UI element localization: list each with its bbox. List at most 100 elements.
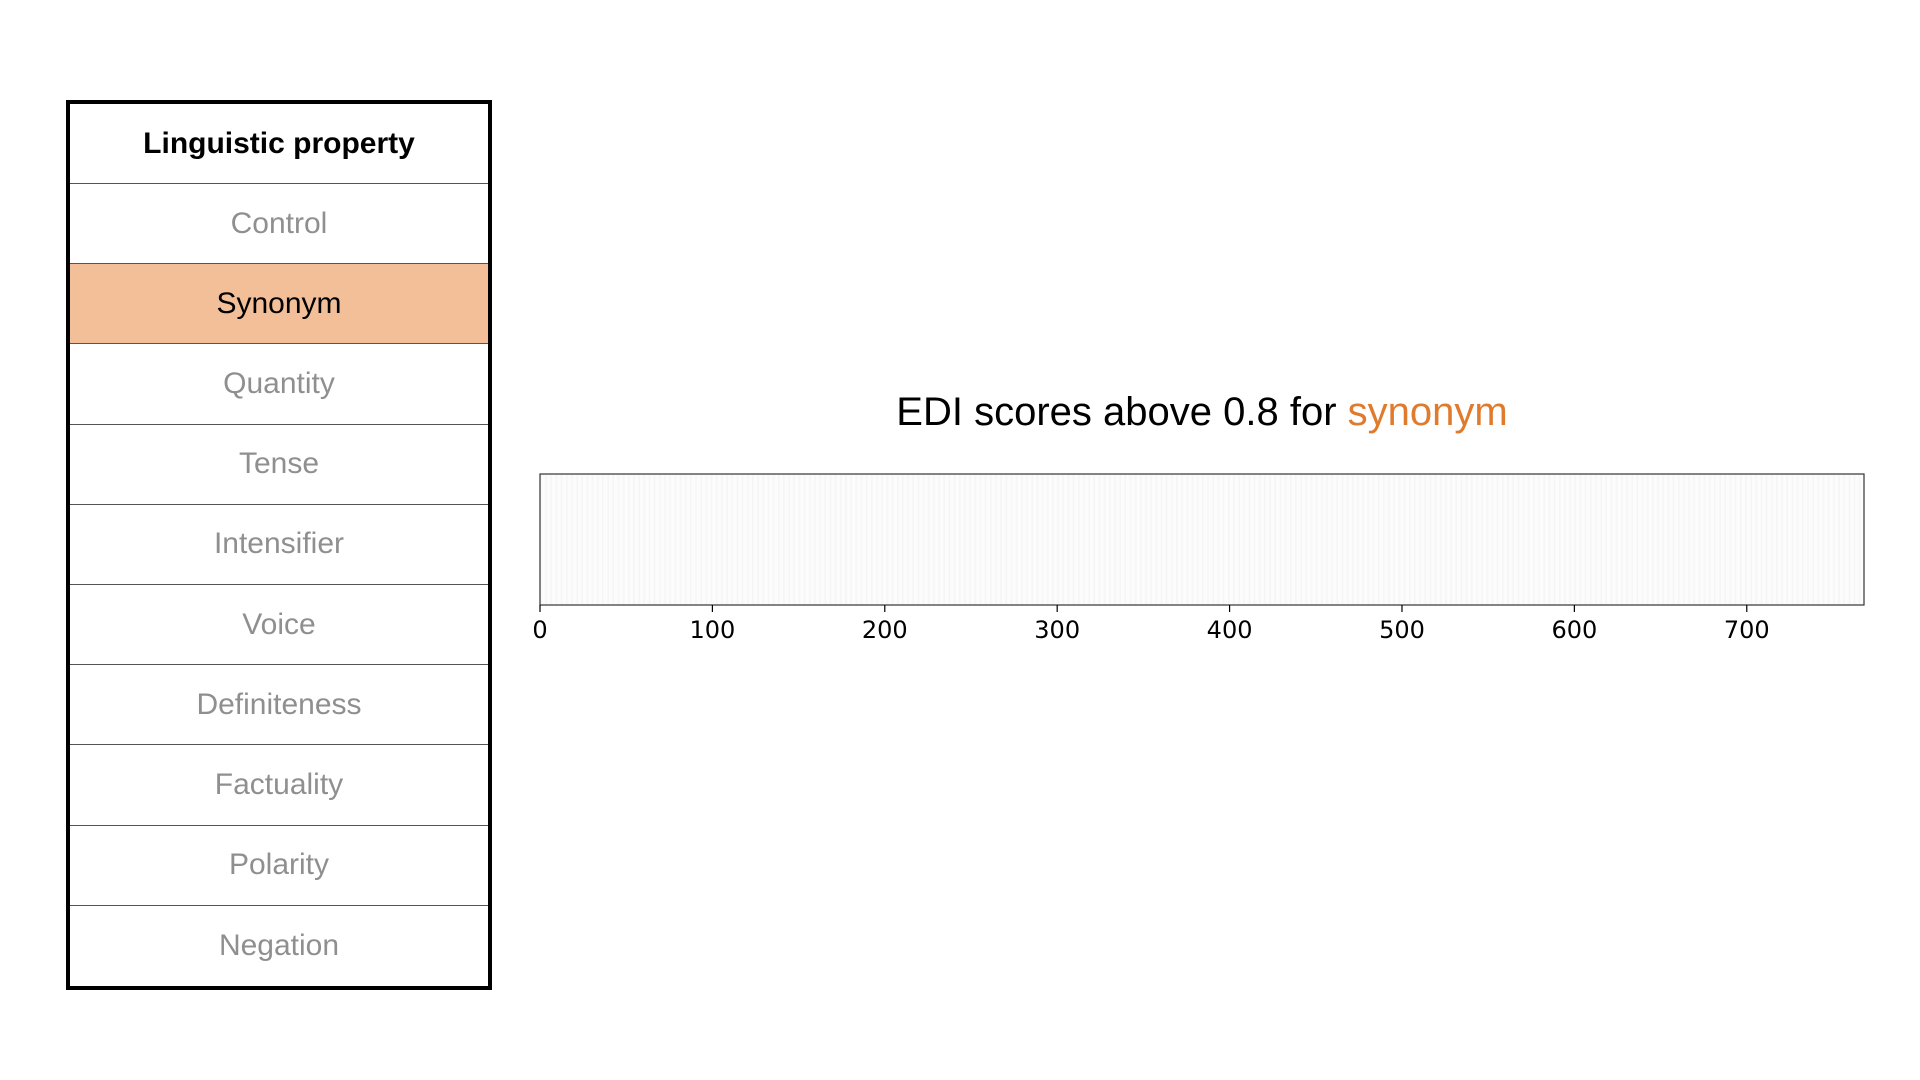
heatmap-cell <box>767 474 770 605</box>
heatmap-cell <box>1753 474 1756 605</box>
heatmap-cell <box>1177 474 1180 605</box>
heatmap-cell <box>872 474 875 605</box>
heatmap-cell <box>1041 474 1044 605</box>
heatmap-cell <box>822 474 825 605</box>
heatmap-cell <box>952 474 955 605</box>
heatmap-cell <box>1162 474 1165 605</box>
heatmap-cell <box>1377 474 1380 605</box>
heatmap-cell <box>746 474 749 605</box>
heatmap-cell <box>1464 474 1467 605</box>
heatmap-cell <box>1398 474 1401 605</box>
heatmap-cell <box>1146 474 1149 605</box>
heatmap-cell <box>960 474 963 605</box>
heatmap-cell <box>1496 474 1499 605</box>
heatmap-cell <box>646 474 649 605</box>
heatmap-cell <box>1862 474 1865 605</box>
heatmap-cell <box>1577 474 1580 605</box>
heatmap-cell <box>1420 474 1423 605</box>
heatmap-cell <box>1305 474 1308 605</box>
heatmap-cell <box>1477 474 1480 605</box>
heatmap-cell <box>765 474 768 605</box>
heatmap-cell <box>1167 474 1170 605</box>
heatmap-cell <box>831 474 834 605</box>
property-row-voice[interactable]: Voice <box>70 585 488 666</box>
heatmap-cell <box>1341 474 1344 605</box>
heatmap-cell <box>1081 474 1084 605</box>
heatmap-cell <box>1367 474 1370 605</box>
property-row-factuality[interactable]: Factuality <box>70 745 488 826</box>
heatmap-cell <box>569 474 572 605</box>
heatmap-cell <box>1772 474 1775 605</box>
heatmap-cell <box>1058 474 1061 605</box>
heatmap-cell <box>1677 474 1680 605</box>
heatmap-cell <box>1383 474 1386 605</box>
x-tick-label: 300 <box>1034 616 1080 644</box>
heatmap-cell <box>996 474 999 605</box>
heatmap-cell <box>1136 474 1139 605</box>
property-row-negation[interactable]: Negation <box>218 928 340 962</box>
heatmap-cell <box>755 474 758 605</box>
heatmap-cell <box>1514 474 1517 605</box>
heatmap-cell <box>1710 474 1713 605</box>
heatmap-cell <box>1022 474 1025 605</box>
heatmap-cell <box>1174 474 1177 605</box>
heatmap-cell <box>1474 474 1477 605</box>
heatmap-cell <box>1814 474 1817 605</box>
heatmap-cell <box>1534 474 1537 605</box>
heatmap-cell <box>1457 474 1460 605</box>
heatmap-cell <box>1822 474 1825 605</box>
heatmap-cell <box>1510 474 1513 605</box>
heatmap-cell <box>629 474 632 605</box>
heatmap-cell <box>1017 474 1020 605</box>
heatmap-cell <box>1793 474 1796 605</box>
heatmap-cell <box>1595 474 1598 605</box>
heatmap-cell <box>1627 474 1630 605</box>
heatmap-cell <box>676 474 679 605</box>
heatmap-cell <box>1712 474 1715 605</box>
property-row-definiteness[interactable]: Definiteness <box>70 665 488 746</box>
heatmap-cell <box>972 474 975 605</box>
heatmap-cell <box>1105 474 1108 605</box>
heatmap-cell <box>1458 474 1461 605</box>
heatmap-cell <box>857 474 860 605</box>
heatmap-cell <box>853 474 856 605</box>
heatmap-cell <box>1803 474 1806 605</box>
property-row-intensifier[interactable]: Intensifier <box>70 505 488 585</box>
heatmap-cell <box>1508 474 1511 605</box>
heatmap-cell <box>834 474 837 605</box>
heatmap-cell <box>1086 474 1089 605</box>
heatmap-cell <box>622 474 625 605</box>
heatmap-cell <box>1289 474 1292 605</box>
heatmap-cell <box>1419 474 1422 605</box>
heatmap-cell <box>967 474 970 605</box>
heatmap-cell <box>1567 474 1570 605</box>
heatmap-cell <box>877 474 880 605</box>
property-row-polarity[interactable]: Polarity <box>70 826 488 906</box>
heatmap-cell <box>577 474 580 605</box>
heatmap-cell <box>1622 474 1625 605</box>
heatmap-cell <box>1050 474 1053 605</box>
property-row-tense[interactable]: Tense <box>70 425 488 505</box>
heatmap-cell <box>981 474 984 605</box>
property-row-control[interactable]: Control <box>70 184 488 265</box>
heatmap-cell <box>1632 474 1636 605</box>
heatmap-cell <box>764 474 767 605</box>
heatmap-cell <box>650 474 653 605</box>
heatmap-cell <box>1236 474 1239 605</box>
heatmap-cell <box>1615 474 1618 605</box>
property-row-synonym[interactable]: Synonym <box>70 264 488 345</box>
property-row-quantity[interactable]: Quantity <box>70 344 488 425</box>
heatmap-cell <box>750 474 753 605</box>
heatmap-cell <box>653 474 656 605</box>
heatmap-cell <box>665 474 668 605</box>
heatmap-cell <box>1451 474 1454 605</box>
heatmap-cell <box>1300 474 1303 605</box>
heatmap-cell <box>1446 474 1449 605</box>
heatmap-cell <box>1646 474 1649 605</box>
heatmap-cell <box>1619 474 1622 605</box>
heatmap-cell <box>1600 474 1603 605</box>
heatmap-cell <box>1057 474 1060 605</box>
heatmap-cell <box>1391 474 1394 605</box>
heatmap-cell <box>721 474 724 605</box>
